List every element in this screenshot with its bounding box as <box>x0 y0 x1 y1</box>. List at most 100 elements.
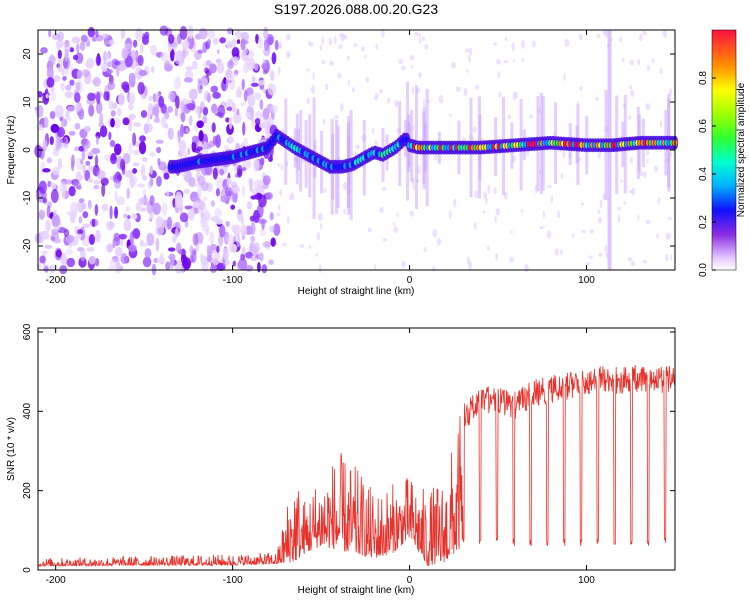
spectrogram-blob <box>182 257 192 270</box>
spectrogram-blob <box>109 205 113 220</box>
spectrogram-blob <box>257 261 261 273</box>
spectrogram-blob <box>142 256 152 268</box>
spectrogram-blob <box>51 33 60 41</box>
spectrogram-blob <box>192 233 199 246</box>
spectrogram-blob <box>232 260 236 267</box>
spectrogram-blob <box>109 258 117 268</box>
spectrogram-blob <box>209 265 218 274</box>
spectrogram-blob <box>174 194 183 209</box>
spectrogram-blob <box>319 222 323 230</box>
spectrogram-blob <box>130 49 137 60</box>
spectrogram-blob <box>141 157 148 162</box>
spectrogram-blob <box>60 252 67 266</box>
spectrogram-blob <box>141 242 149 247</box>
spectrogram-blob <box>142 34 150 46</box>
spectrogram-blob <box>70 209 77 219</box>
spectrogram-blob <box>168 34 175 44</box>
spectrogram-blob <box>629 190 633 194</box>
spectrogram-blob <box>188 25 194 39</box>
spectrogram-blob <box>39 255 46 264</box>
spectrogram-blob <box>455 86 461 92</box>
spectrogram-blob <box>267 83 276 96</box>
spectrogram-blob <box>276 212 281 217</box>
spectrogram-blob <box>559 249 563 256</box>
spectrogram-blob <box>40 161 46 175</box>
spectrogram-blob <box>212 167 218 180</box>
spectrogram-blob <box>409 55 415 61</box>
spectrogram-blob <box>493 42 498 46</box>
spectrogram-blob <box>85 160 91 166</box>
spectrogram-blob <box>127 244 137 253</box>
spectrogram-blob <box>76 229 84 235</box>
spectrogram-blob <box>103 154 112 162</box>
spectrogram-blob <box>401 65 406 71</box>
spectrogram-blob <box>493 187 497 195</box>
spectrogram-blob <box>564 39 570 47</box>
spectrogram-blob <box>214 112 224 117</box>
spectrogram-blob <box>232 186 241 194</box>
spectrogram-blob <box>93 184 100 190</box>
figure-title: S197.2026.088.00.20.G23 <box>274 1 438 17</box>
spectrogram-blob <box>381 28 385 38</box>
spectrogram-blob <box>132 39 138 48</box>
spectrogram-blob <box>263 26 269 41</box>
spectrogram-blob <box>60 137 67 144</box>
y-tick-label: 400 <box>22 403 33 420</box>
spectrogram-blob <box>40 47 48 54</box>
spectrogram-blob <box>657 197 661 205</box>
spectrogram-blob <box>167 44 173 52</box>
spectrogram-blob <box>146 232 155 246</box>
snr-series <box>37 364 676 568</box>
spectrogram-blob <box>253 158 260 172</box>
spectrogram-blob <box>133 149 140 156</box>
spectrogram-blob <box>207 29 216 39</box>
spectrogram-blob <box>333 36 337 45</box>
spectrogram-blob <box>164 63 173 72</box>
spectrogram-blob <box>267 156 274 162</box>
spectrogram-blob <box>483 191 488 199</box>
spectrogram-blob <box>50 236 56 241</box>
spectrogram-blob <box>355 144 360 150</box>
spectrogram-blob <box>99 112 104 126</box>
snr-panel: -200 -100 0 100 0 200 400 600 Height of straig… <box>6 323 676 596</box>
spectrogram-blob <box>37 124 44 131</box>
spectrogram-blob <box>77 247 84 252</box>
spectrogram-blob <box>96 91 101 105</box>
spectrogram-blob <box>216 49 220 55</box>
y-tick-label: 10 <box>22 96 33 108</box>
spectrogram-blob <box>108 39 115 46</box>
spectrogram-blob <box>149 195 155 206</box>
spectrogram-blob <box>128 142 134 155</box>
spectrogram-blob <box>228 116 233 130</box>
spectrogram-blob <box>152 202 162 215</box>
spectrogram-blob <box>253 63 259 71</box>
spectrogram-blob <box>78 145 85 152</box>
spectrogram-blob <box>185 66 194 72</box>
spectrogram-blob <box>36 104 44 118</box>
spectrogram-blob <box>83 143 89 152</box>
spectrogram-blob <box>438 94 444 104</box>
spectrogram-blob <box>140 110 148 118</box>
spectrogram-blob <box>595 96 599 101</box>
spectrogram-blob <box>114 206 119 219</box>
spectrogram-blob <box>642 30 647 36</box>
spectrogram-blob <box>219 168 225 176</box>
spectrogram-blob <box>46 77 55 88</box>
spectrogram-blob <box>132 132 137 146</box>
spectrogram-blob <box>167 90 175 102</box>
spectrogram-blob <box>195 105 201 115</box>
spectrogram-blob <box>167 106 173 113</box>
spectrogram-blob <box>86 247 95 252</box>
spectrogram-blob <box>423 246 427 252</box>
spectrogram-blob <box>57 49 62 60</box>
snr-line <box>37 364 676 568</box>
spectrogram-blob <box>52 75 61 82</box>
spectrogram-blob <box>82 202 87 210</box>
spectrogram-blob <box>167 247 176 252</box>
spectrogram-blob <box>198 130 204 142</box>
spectrogram-blob <box>316 231 320 241</box>
spectrogram-blob <box>44 244 53 249</box>
spectrogram-blob <box>382 238 388 242</box>
spectrogram-blob <box>620 179 624 183</box>
colorbar-tick-label: 0.8 <box>698 71 709 85</box>
